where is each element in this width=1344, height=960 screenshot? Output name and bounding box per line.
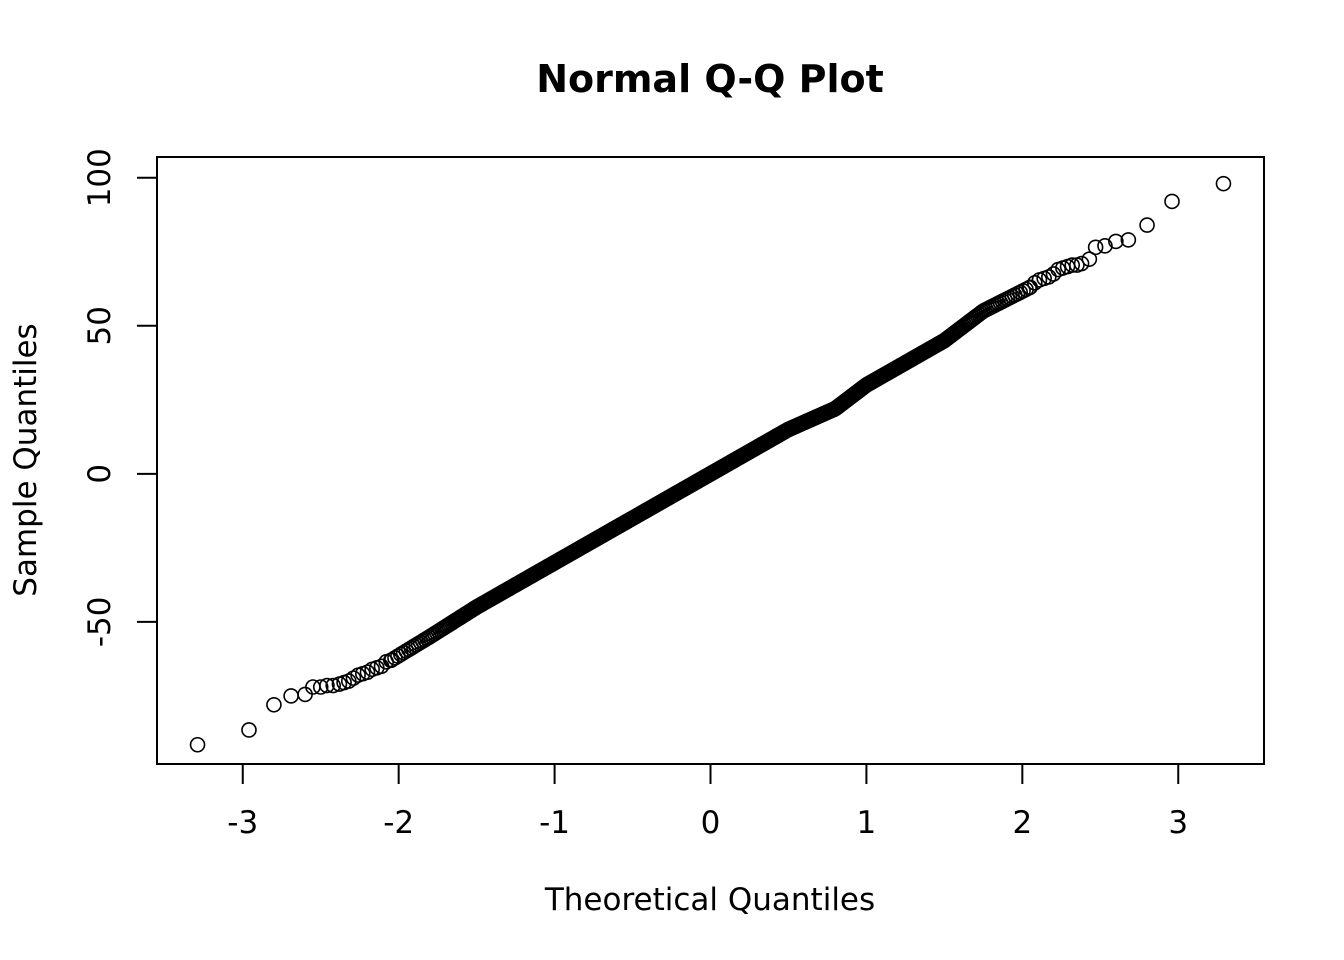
y-tick-label: 100: [82, 148, 118, 207]
x-axis-label: Theoretical Quantiles: [544, 882, 875, 918]
data-point: [345, 670, 362, 686]
data-point: [325, 677, 341, 694]
data-point: [1087, 239, 1104, 256]
y-tick-label: 0: [82, 464, 118, 484]
data-point: [1120, 232, 1137, 248]
data-point: [1064, 257, 1081, 273]
data-point: [359, 664, 376, 681]
data-point: [1021, 279, 1037, 296]
data-point: [1073, 255, 1090, 272]
x-tick-label: -2: [383, 805, 414, 841]
data-point: [1081, 251, 1098, 267]
data-point: [241, 722, 257, 738]
chart-title: Normal Q-Q Plot: [536, 57, 884, 101]
data-point: [283, 688, 299, 704]
data-point: [1097, 238, 1113, 254]
y-axis: -50 0 50 100: [82, 148, 158, 648]
x-tick-label: 0: [701, 805, 721, 841]
y-axis-label: Sample Quantiles: [8, 323, 44, 596]
y-tick-label: -50: [82, 597, 118, 648]
x-tick-label: 2: [1012, 805, 1032, 841]
x-tick-label: 1: [857, 805, 877, 841]
data-point: [266, 696, 282, 713]
data-point: [1041, 269, 1057, 285]
data-point: [189, 736, 206, 753]
x-tick-label: 3: [1168, 805, 1188, 841]
data-point: [1139, 217, 1155, 233]
x-tick-label: -1: [539, 805, 570, 841]
x-axis: -3 -2 -1 0 1 2 3: [227, 763, 1188, 841]
data-point: [312, 679, 329, 695]
data-point: [1108, 233, 1124, 250]
y-tick-label: 50: [82, 306, 118, 345]
data-point: [1215, 175, 1232, 192]
points-layer: [189, 175, 1232, 753]
data-point: [1164, 193, 1180, 210]
data-point: [297, 686, 313, 703]
data-point: [319, 677, 335, 694]
x-tick-label: -3: [227, 805, 258, 841]
